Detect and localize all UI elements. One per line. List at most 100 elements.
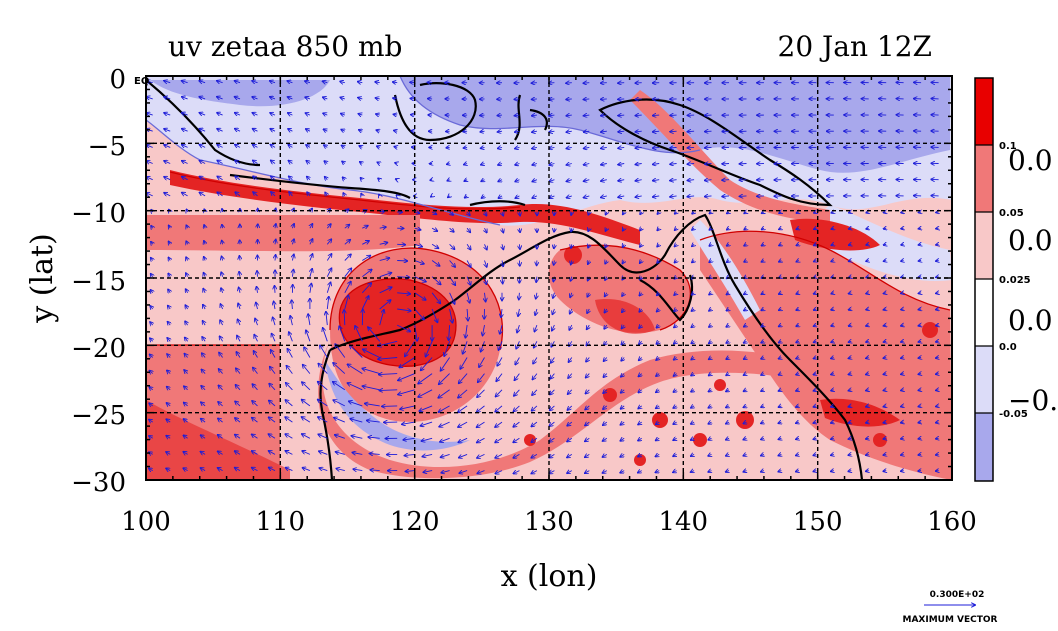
wind-vector	[292, 270, 293, 277]
wind-vector	[269, 468, 276, 471]
wind-vector	[252, 401, 258, 407]
wind-vector	[270, 145, 276, 148]
wind-vector	[363, 349, 380, 358]
wind-vector	[601, 131, 607, 132]
wind-vector	[549, 164, 555, 166]
wind-vector	[485, 212, 487, 216]
wind-vector	[186, 209, 187, 212]
wind-vector	[342, 145, 345, 147]
wind-vector	[480, 131, 485, 132]
wind-vector	[146, 161, 153, 164]
wind-vector	[269, 400, 276, 407]
wind-vector	[670, 164, 677, 165]
wind-vector	[744, 358, 747, 360]
coast-borneo	[393, 82, 477, 142]
wind-vector	[289, 192, 292, 196]
wind-vector	[620, 454, 624, 457]
wind-vector	[431, 228, 437, 231]
wind-vector	[779, 244, 782, 245]
wind-vector	[761, 325, 764, 327]
wind-vector	[418, 389, 433, 397]
wind-vector	[502, 276, 503, 284]
wind-vector	[370, 470, 380, 471]
wind-vector	[146, 177, 153, 180]
wind-vector	[323, 97, 328, 99]
wind-vector	[743, 422, 746, 424]
wind-vector	[814, 293, 817, 294]
wind-vector	[901, 454, 904, 455]
wind-vector	[831, 244, 834, 245]
wind-vector	[397, 277, 409, 278]
wind-vector	[638, 438, 642, 440]
wind-vector	[691, 390, 694, 392]
wind-vector	[201, 419, 206, 423]
wind-vector	[365, 404, 380, 407]
wind-vector	[743, 454, 746, 455]
wind-vector	[813, 454, 816, 455]
wind-vector	[675, 228, 677, 230]
wind-vector	[288, 113, 293, 115]
wind-vector	[449, 308, 453, 323]
wind-vector	[218, 468, 223, 471]
wind-vector	[618, 164, 625, 165]
wind-vector	[831, 406, 834, 407]
wind-vector	[778, 390, 781, 391]
wind-vector	[936, 325, 939, 326]
wind-vector	[439, 373, 450, 385]
wind-vectors	[146, 81, 938, 474]
wind-vector	[653, 147, 660, 148]
wind-vector	[901, 341, 904, 342]
wind-vector	[584, 164, 590, 165]
wind-vector	[796, 438, 799, 439]
wind-vector	[185, 337, 188, 341]
wind-vector	[567, 454, 573, 457]
wind-vector	[275, 239, 276, 245]
wind-vector	[271, 350, 276, 358]
wind-vector	[726, 471, 729, 472]
wind-vector	[393, 114, 397, 115]
wind-vector	[779, 309, 782, 310]
wind-vector	[883, 438, 886, 439]
wind-vector	[498, 196, 502, 198]
wind-vector	[849, 261, 852, 262]
wind-vector	[361, 194, 362, 196]
wind-vector	[866, 325, 869, 326]
wind-vector	[449, 292, 455, 304]
wind-vector	[182, 81, 188, 83]
wind-vector	[796, 309, 799, 310]
wind-vector	[150, 290, 152, 293]
wind-vector	[458, 437, 468, 442]
wind-vector	[602, 454, 608, 457]
wind-vector	[252, 81, 258, 83]
wind-vector	[186, 273, 188, 277]
wind-vector	[310, 254, 313, 261]
wind-vector	[796, 228, 799, 229]
tick-marks	[145, 75, 953, 481]
wind-vector	[340, 81, 345, 82]
colorbar-swatch	[975, 346, 993, 413]
wind-vector	[514, 115, 520, 116]
wind-vector	[620, 438, 624, 441]
wind-vector	[217, 113, 223, 115]
wind-vector	[199, 177, 206, 180]
colorbar-swatch	[975, 279, 993, 346]
wind-vector	[238, 319, 241, 326]
pos-band-java	[170, 170, 640, 245]
wind-vector	[344, 268, 352, 277]
wind-vector	[368, 327, 381, 342]
wind-vector	[166, 419, 170, 422]
wind-vector	[848, 390, 851, 391]
colorbar-level-label: -0.05	[999, 409, 1028, 420]
x-tick-label: 140	[658, 507, 708, 537]
wind-vector	[744, 341, 747, 343]
wind-vector	[813, 422, 816, 423]
wind-vector	[621, 358, 624, 361]
wind-vector	[670, 196, 677, 197]
wind-vector	[778, 406, 781, 407]
wind-vector	[166, 468, 171, 470]
colorbar-level-label: 0.05	[999, 208, 1024, 219]
wind-vector	[831, 341, 834, 342]
wind-vector	[709, 358, 712, 360]
wind-vector	[513, 437, 520, 442]
wind-vector	[687, 147, 695, 148]
